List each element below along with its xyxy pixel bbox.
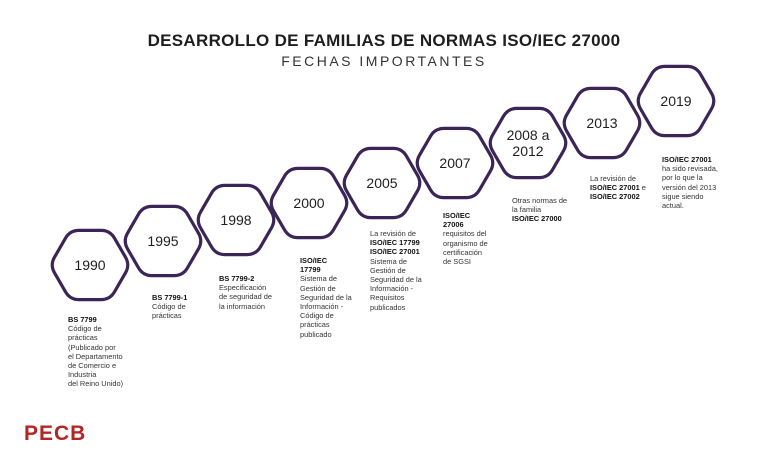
description-line: ISO/IEC 27002 (590, 192, 640, 202)
description-line: por lo que la (662, 173, 703, 183)
description-line: versión del 2013 (662, 182, 717, 192)
milestone-year: 2008 a 2012 (506, 127, 550, 159)
milestone-hexagon (415, 126, 495, 200)
description-line: Sistema de (370, 256, 407, 266)
milestone-description: BS 7799 Código de prácticas (Publicado por e… (68, 315, 148, 389)
description-line: Información - (300, 302, 344, 312)
description-line: ISO/IEC 27000 (512, 214, 562, 224)
description-line: certificación (443, 247, 483, 257)
milestone-hexagon (562, 86, 642, 160)
milestone-description: ISO/IEC 27006 requisitos del organismo de ce… (443, 211, 513, 266)
description-line: Información - (370, 284, 414, 294)
description-line: prácticas (152, 311, 182, 321)
description-line: ISO/IEC (443, 211, 471, 220)
description-line: Industria (68, 370, 97, 380)
description-line: Requisitos (370, 293, 405, 303)
milestone-year: 2013 (586, 115, 618, 131)
milestone-hexagon (50, 228, 130, 302)
milestone-year: 2007 (439, 155, 471, 171)
milestone-description: La revisión de ISO/IEC 17799 ISO/IEC 27001… (370, 229, 438, 312)
description-line: 27006 (443, 220, 464, 230)
description-line: Sistema de (300, 274, 337, 284)
description-line: (Publicado por (68, 342, 116, 352)
description-line: Seguridad de la (300, 292, 352, 302)
description-line: ISO/IEC 27001 (662, 155, 712, 164)
description-line: La revisión de (590, 174, 637, 183)
milestone-description: ISO/IEC 17799 Sistema de Gestión de Segurida… (300, 256, 366, 339)
page-title: DESARROLLO DE FAMILIAS DE NORMAS ISO/IEC… (147, 31, 621, 50)
milestone-year: 2005 (366, 175, 398, 191)
description-line: requisitos del (443, 229, 487, 239)
description-line: Otras normas de (512, 196, 568, 205)
description-line: La revisión de (370, 229, 417, 238)
description-line: ISO/IEC 27001 (370, 247, 420, 257)
description-line: actual. (662, 201, 684, 211)
milestone-year: 1990 (74, 257, 106, 273)
description-line: la familia (512, 205, 542, 215)
description-line: prácticas (300, 320, 330, 330)
milestone-hexagon (123, 204, 203, 278)
milestone-description: BS 7799-2 Especificación de seguridad de la… (219, 274, 299, 311)
milestone-hexagon (269, 166, 349, 240)
description-line: ha sido revisada, (662, 164, 718, 174)
description-line: organismo de (443, 238, 488, 248)
description-line: publicados (370, 302, 406, 312)
description-line: Código de (152, 302, 186, 312)
milestone-description: La revisión de ISO/IEC 27001 e ISO/IEC 270… (590, 174, 660, 202)
milestone-year: 1995 (147, 233, 179, 249)
description-line: de Comercio e (68, 361, 117, 371)
milestone-hexagon (342, 146, 422, 220)
description-line: Código de (300, 311, 334, 321)
milestone-hexagon (488, 106, 568, 180)
description-line: publicado (300, 329, 332, 339)
description-line: ISO/IEC (300, 256, 328, 265)
milestone-year: 2019 (660, 93, 692, 109)
description-line: Especificación (219, 283, 267, 293)
milestone-description: BS 7799-1 Código de prácticas (152, 293, 232, 321)
milestone-description: Otras normas de la familia ISO/IEC 27000 (512, 196, 582, 224)
description-line: ISO/IEC 27001 e (590, 183, 646, 193)
description-line: el Departamento (68, 351, 123, 361)
description-line: de SGSI (443, 257, 471, 267)
milestone-hexagon (636, 64, 716, 138)
description-line: de seguridad de (219, 292, 273, 302)
description-line: 17799 (300, 265, 321, 275)
pecb-logo: PECB (24, 422, 87, 445)
description-line: la información (219, 301, 266, 311)
description-line: BS 7799 (68, 315, 97, 324)
description-line: prácticas (68, 333, 98, 343)
description-line: BS 7799-1 (152, 293, 188, 302)
description-line: Seguridad de la (370, 275, 422, 285)
description-line: sigue siendo (662, 191, 704, 201)
milestone-year: 2000 (293, 195, 325, 211)
description-line: Gestión de (370, 265, 406, 275)
milestone-description: ISO/IEC 27001 ha sido revisada, por lo que… (662, 155, 732, 210)
milestone-hexagon (196, 183, 276, 257)
description-line: BS 7799-2 (219, 274, 255, 283)
description-line: Gestión de (300, 283, 336, 293)
description-line: del Reino Unido) (68, 379, 124, 389)
description-line: ISO/IEC 17799 (370, 238, 420, 248)
description-line: Código de (68, 324, 102, 334)
milestone-year: 1998 (220, 212, 252, 228)
page-subtitle: FECHAS IMPORTANTES (281, 53, 487, 69)
